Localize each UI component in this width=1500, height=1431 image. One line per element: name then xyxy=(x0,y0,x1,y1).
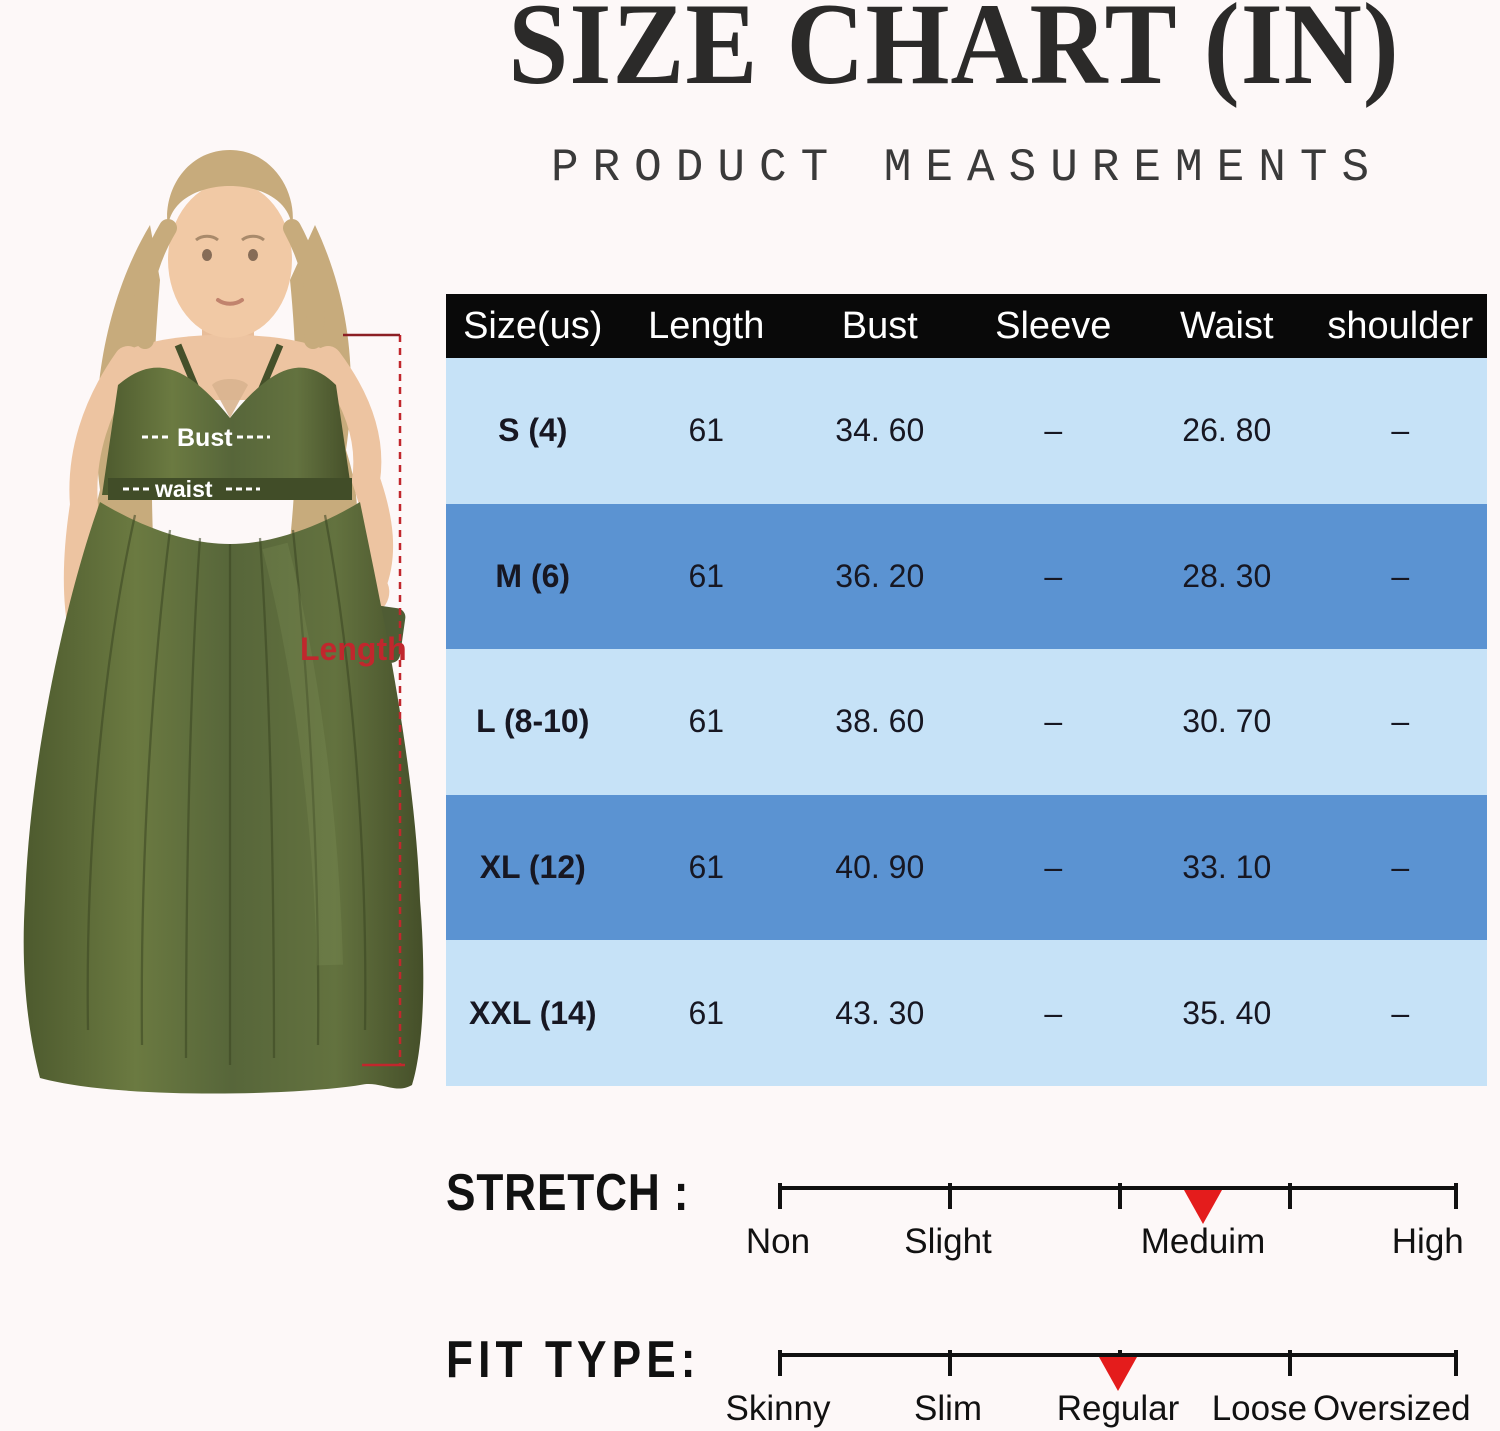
svg-text:Length: Length xyxy=(300,631,407,667)
svg-text:Bust: Bust xyxy=(177,424,233,452)
svg-text:waist: waist xyxy=(154,476,213,502)
